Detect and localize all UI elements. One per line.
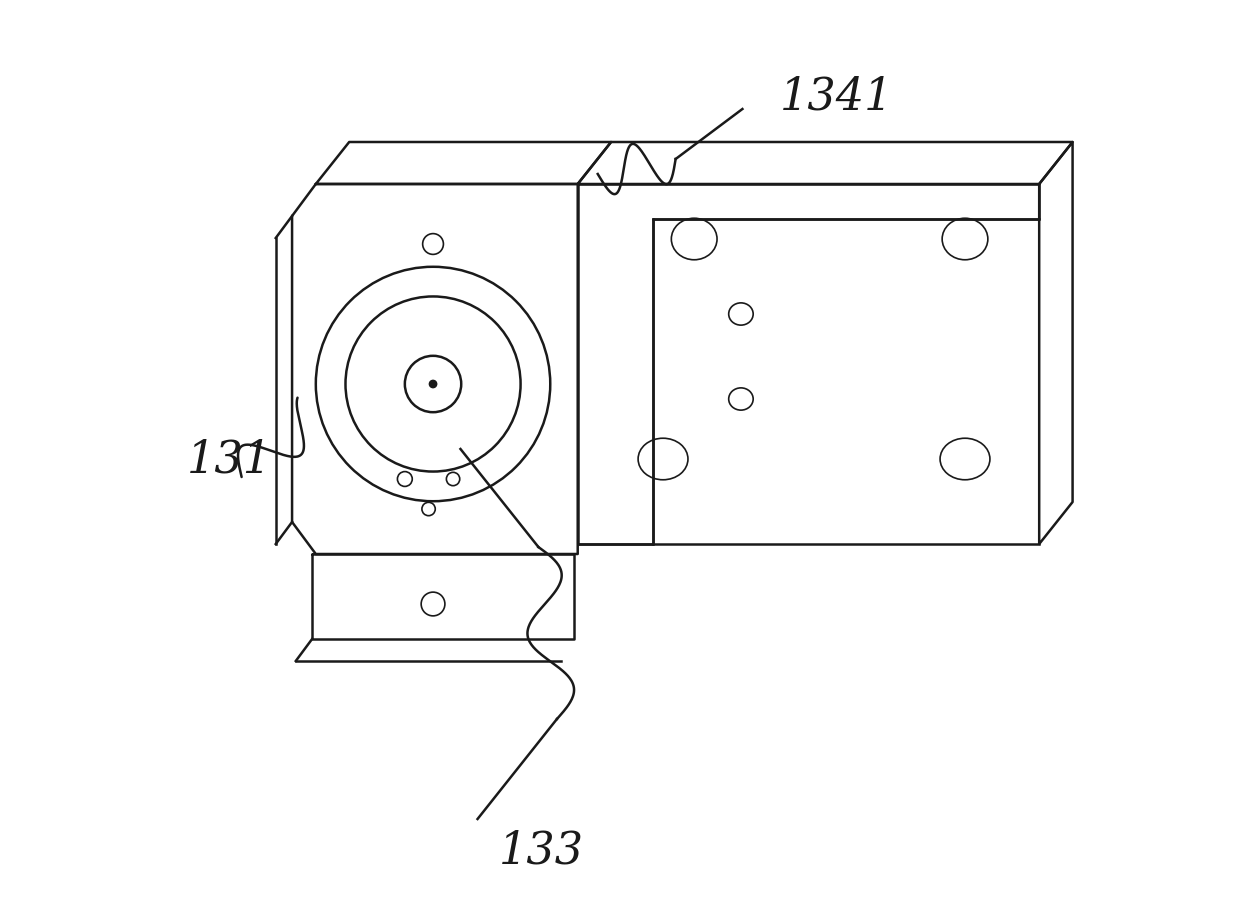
Circle shape	[429, 380, 436, 388]
Text: 131: 131	[186, 438, 272, 481]
Text: 133: 133	[500, 829, 584, 871]
Text: 1341: 1341	[780, 75, 893, 118]
